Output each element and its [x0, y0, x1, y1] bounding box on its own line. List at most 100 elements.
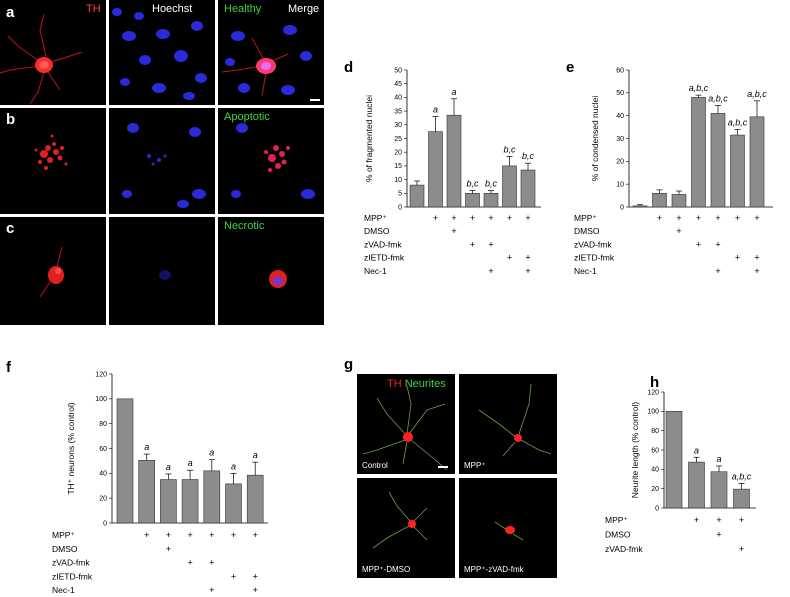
bar [116, 398, 134, 524]
treatment-label: zVAD-fmk [574, 239, 612, 249]
y-tick-label: 45 [394, 81, 402, 88]
chart-d: d 0 5 10 15 20 25 30 35 40 45 50 % of fragmented nuc… [344, 59, 541, 276]
significance-label: a [166, 462, 171, 472]
treatment-plus: + [488, 266, 493, 276]
g-label-mpp: MPP⁺ [464, 461, 486, 470]
micrograph-c-th [0, 217, 106, 325]
state-label-necrotic: Necrotic [224, 220, 265, 232]
bar [428, 131, 443, 208]
y-tick-label: 0 [103, 520, 107, 527]
bar [652, 193, 667, 208]
micrograph-a-merge [218, 0, 324, 105]
g-label-control: Control [362, 461, 388, 470]
y-tick-label: 60 [651, 447, 659, 454]
micrograph-c-merge [218, 217, 324, 325]
significance-label: a [694, 445, 699, 455]
scale-bar-a [310, 99, 320, 101]
treatment-plus: + [507, 253, 512, 263]
treatment-plus: + [166, 544, 171, 554]
y-tick-label: 40 [651, 467, 659, 474]
treatment-label: MPP⁺ [574, 213, 597, 223]
y-axis-label: % of condensed nuclei [590, 96, 600, 182]
treatment-plus: + [715, 239, 720, 249]
y-tick-label: 20 [394, 150, 402, 157]
significance-label: b,c [522, 151, 535, 161]
treatment-plus: + [209, 530, 214, 540]
y-tick-label: 25 [394, 136, 402, 143]
treatment-plus: + [433, 213, 438, 223]
column-label-merge: Merge [288, 3, 320, 15]
treatment-plus: + [166, 530, 171, 540]
y-tick-label: 20 [616, 159, 624, 166]
micrograph-g-control [357, 374, 455, 474]
y-tick-label: 10 [394, 177, 402, 184]
treatment-plus: + [754, 253, 759, 263]
treatment-plus: + [694, 515, 699, 525]
y-tick-label: 50 [394, 67, 402, 74]
y-axis-label: TH⁺ neurons (% control) [66, 402, 76, 495]
treatment-plus: + [253, 571, 258, 581]
g-label-mpp-dmso: MPP⁺-DMSO [362, 565, 411, 574]
y-tick-label: 100 [647, 409, 659, 416]
bar [483, 193, 499, 208]
treatment-plus: + [231, 530, 236, 540]
y-tick-label: 20 [651, 486, 659, 493]
bar [181, 479, 199, 524]
state-label-healthy: Healthy [224, 3, 262, 15]
g-legend-neurites: Neurites [404, 378, 446, 390]
significance-label: a,b,c [708, 93, 728, 103]
chart-e: e 0 10 20 30 40 50 60 % of condensed nuclei a,b,c… [566, 59, 773, 276]
y-tick-label: 0 [655, 505, 659, 512]
treatment-plus: + [470, 213, 475, 223]
panel-letter-b: b [6, 111, 16, 128]
bar [632, 205, 648, 208]
panel-letter-e: e [566, 59, 574, 76]
significance-label: b,c [485, 179, 498, 189]
treatment-plus: + [657, 213, 662, 223]
significance-label: a [209, 448, 214, 458]
treatment-label: zIETD-fmk [574, 253, 615, 263]
treatment-plus: + [451, 226, 456, 236]
micrograph-a-hoechst [109, 0, 215, 105]
y-tick-label: 120 [647, 389, 659, 396]
bar [691, 97, 706, 208]
treatment-plus: + [754, 213, 759, 223]
treatment-plus: + [187, 530, 192, 540]
micrograph-g-mpp [459, 374, 557, 474]
significance-label: a,b,c [747, 89, 767, 99]
y-tick-label: 20 [99, 495, 107, 502]
panel-letter-g: g [344, 356, 354, 373]
treatment-label: DMSO [574, 226, 600, 236]
significance-label: a [188, 458, 193, 468]
treatment-plus: + [676, 226, 681, 236]
treatment-label: zIETD-fmk [364, 253, 405, 263]
micrograph-b-merge [218, 108, 324, 214]
micrograph-g-mpp-dmso [357, 478, 455, 578]
treatment-plus: + [231, 571, 236, 581]
significance-label: a [716, 454, 721, 464]
g-legend: TH Neurites [387, 378, 446, 390]
treatment-label: zVAD-fmk [364, 239, 402, 249]
treatment-plus: + [488, 239, 493, 249]
treatment-label: MPP⁺ [364, 213, 387, 223]
bar [710, 113, 726, 208]
bar [710, 471, 728, 509]
bar [138, 459, 155, 524]
bar [225, 483, 242, 524]
bar [749, 116, 765, 208]
treatment-plus: + [470, 239, 475, 249]
chart-h: h 0 20 40 60 80 100 120 Neurite length (% contro… [605, 374, 756, 554]
y-tick-label: 30 [616, 136, 624, 143]
micrograph-g-mpp-zvad [459, 478, 557, 578]
treatment-plus: + [209, 585, 214, 595]
panel-letter-d: d [344, 59, 353, 76]
significance-label: a,b,c [728, 117, 748, 127]
treatment-label: zVAD-fmk [605, 544, 643, 554]
g-label-mpp-zvad: MPP⁺-zVAD-fmk [464, 565, 524, 574]
y-tick-label: 120 [95, 371, 107, 378]
treatment-plus: + [715, 266, 720, 276]
significance-label: a,b,c [732, 471, 752, 481]
y-tick-label: 40 [394, 95, 402, 102]
y-tick-label: 40 [99, 471, 107, 478]
